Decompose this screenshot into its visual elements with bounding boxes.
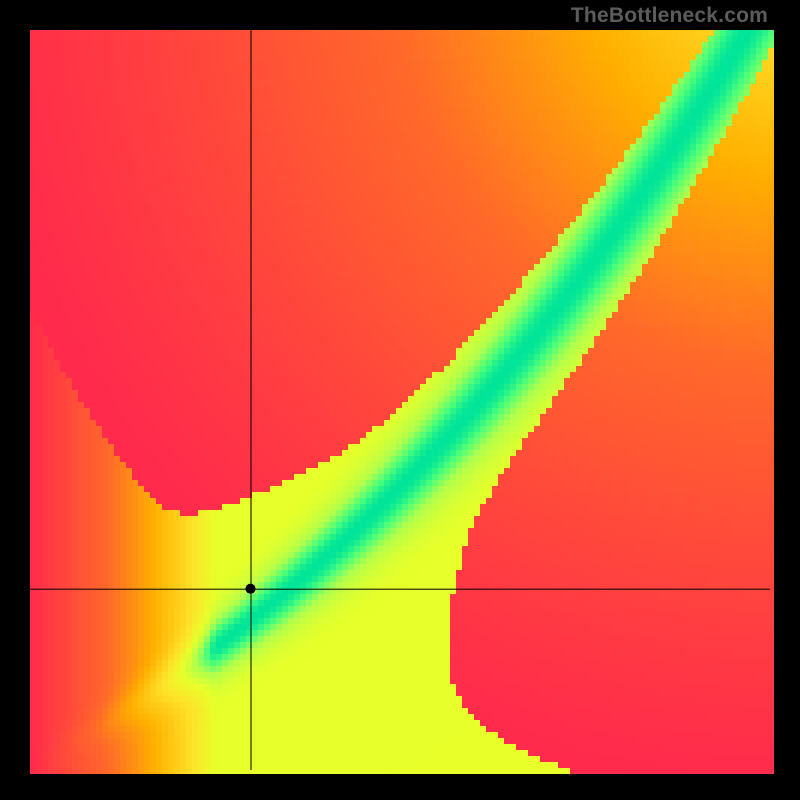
chart-container: TheBottleneck.com: [0, 0, 800, 800]
watermark-text: TheBottleneck.com: [571, 4, 768, 28]
heatmap-canvas: [0, 0, 800, 800]
